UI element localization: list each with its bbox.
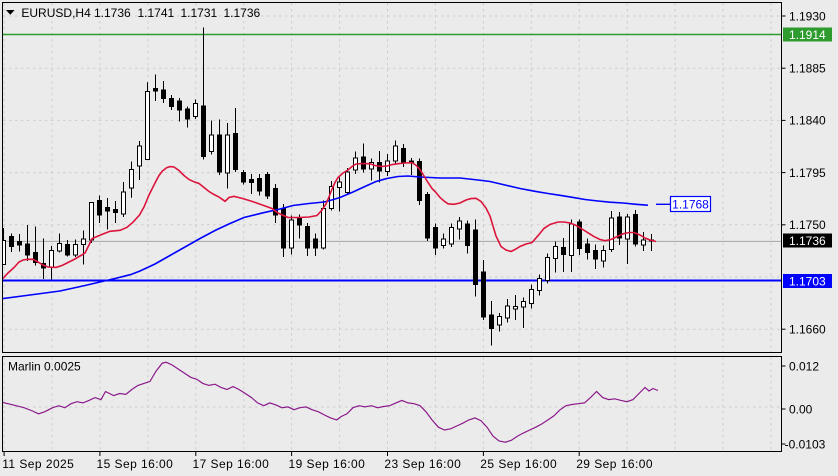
svg-text:0.012: 0.012: [789, 359, 819, 373]
svg-text:0.00: 0.00: [789, 402, 813, 416]
svg-text:1.1741: 1.1741: [138, 6, 175, 20]
svg-text:11 Sep 2025: 11 Sep 2025: [2, 457, 74, 471]
svg-text:-0.0103: -0.0103: [785, 437, 826, 451]
svg-text:17 Sep 16:00: 17 Sep 16:00: [193, 457, 270, 471]
svg-text:29 Sep 16:00: 29 Sep 16:00: [576, 457, 653, 471]
svg-text:23 Sep 16:00: 23 Sep 16:00: [384, 457, 461, 471]
svg-text:1.1930: 1.1930: [789, 9, 826, 23]
svg-text:1.1736: 1.1736: [789, 234, 826, 248]
svg-text:EURUSD,H4: EURUSD,H4: [21, 6, 91, 20]
svg-text:Marlin 0.0025: Marlin 0.0025: [8, 360, 81, 374]
svg-text:1.1795: 1.1795: [789, 166, 826, 180]
svg-text:1.1660: 1.1660: [789, 323, 826, 337]
svg-text:1.1914: 1.1914: [789, 28, 826, 42]
svg-text:1.1885: 1.1885: [789, 62, 826, 76]
svg-text:25 Sep 16:00: 25 Sep 16:00: [480, 457, 557, 471]
svg-text:1.1750: 1.1750: [789, 218, 826, 232]
svg-text:1.1703: 1.1703: [789, 274, 826, 288]
svg-text:15 Sep 16:00: 15 Sep 16:00: [97, 457, 174, 471]
svg-text:1.1736: 1.1736: [94, 6, 131, 20]
svg-text:1.1736: 1.1736: [224, 6, 261, 20]
svg-text:1.1840: 1.1840: [789, 114, 826, 128]
svg-text:1.1768: 1.1768: [672, 197, 709, 211]
svg-text:1.1731: 1.1731: [181, 6, 218, 20]
svg-text:19 Sep 16:00: 19 Sep 16:00: [289, 457, 366, 471]
